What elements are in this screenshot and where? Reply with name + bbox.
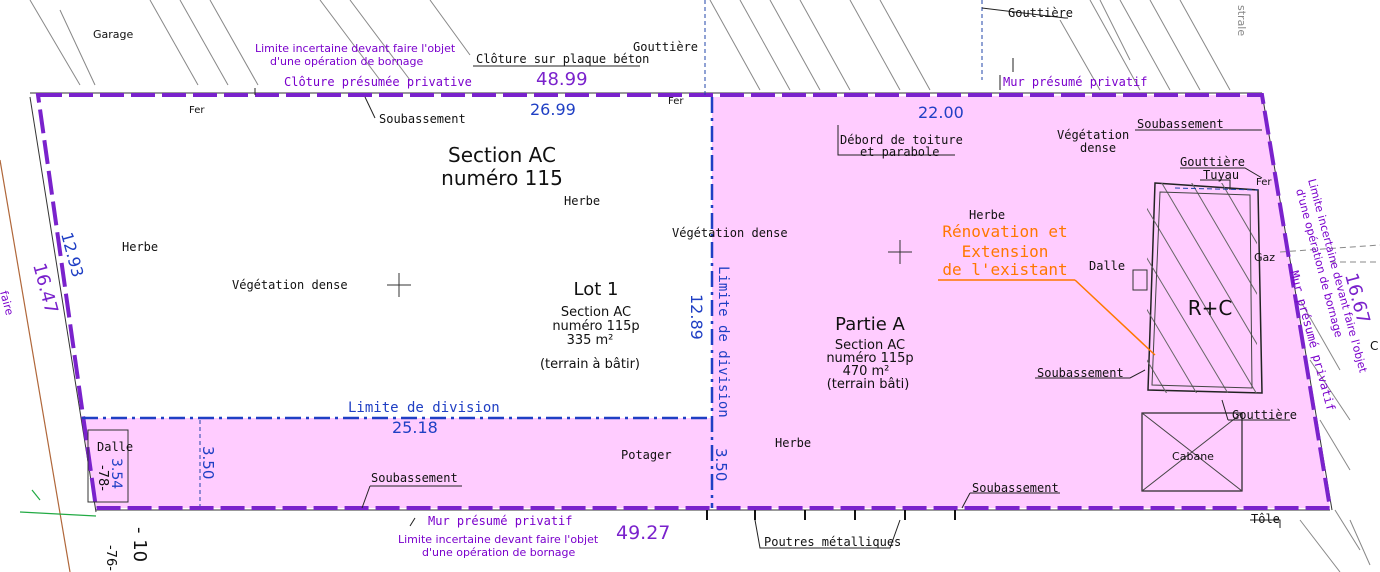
tuyau: Tuyau (1203, 168, 1239, 182)
code-78: -78- (95, 465, 110, 491)
limite-division-horizontal: Limite de division (348, 400, 500, 416)
renovation-3: de l'existant (942, 260, 1067, 279)
vegetation-right-1: Végétation (1057, 128, 1129, 142)
point-markers (387, 240, 912, 297)
survey-marker (19, 489, 97, 517)
dalle-left: Dalle (97, 440, 133, 454)
soubassement-bottom-right: Soubassement (972, 481, 1059, 495)
tole: Tôle (1251, 512, 1280, 526)
lot1-area (38, 97, 712, 418)
lot1-numero: numéro 115p (552, 319, 639, 334)
vegetation-left: Végétation dense (232, 278, 348, 292)
dim-49-27: 49.27 (616, 522, 670, 544)
partial-faire: faire (0, 289, 16, 316)
garage-label: Garage (93, 28, 134, 41)
partial-c: C (1370, 339, 1378, 353)
herbe-4: Herbe (775, 436, 811, 450)
partie-a-area (712, 95, 1330, 508)
dim-minus-10: - 10 (129, 527, 150, 562)
potager: Potager (621, 448, 672, 462)
fer-3: Fer (1256, 177, 1272, 188)
dim-3-50-left: 3.50 (199, 446, 217, 479)
limite-bottom-1: Limite incertaine devant faire l'objet (398, 533, 599, 546)
cabane-label: Cabane (1172, 450, 1214, 463)
code-76: -76- (103, 545, 118, 571)
lot1-type: (terrain à bâtir) (540, 357, 640, 372)
section-ac-title: Section AC (448, 143, 556, 167)
partial-top-right: strale (1235, 5, 1248, 36)
building-rc (1132, 182, 1263, 394)
parcel-boundary (35, 93, 1333, 510)
dalle-block (87, 429, 129, 503)
soubassement-right: Soubassement (1037, 366, 1124, 380)
partie-a-numero: numéro 115p (826, 351, 913, 366)
dim-48-99: 48.99 (536, 69, 588, 90)
road-edge (0, 159, 71, 572)
limite-division-vertical: Limite de division (715, 266, 731, 418)
right-grey-lines (1279, 244, 1380, 263)
cabane-shed (1141, 412, 1243, 492)
fer-1: Fer (189, 105, 205, 116)
rc-label: R+C (1188, 296, 1233, 320)
dim-22-00: 22.00 (918, 103, 964, 122)
dim-3-50-right: 3.50 (712, 448, 730, 481)
neighbor-hatching (29, 0, 1371, 572)
poutres: Poutres métalliques (764, 535, 901, 549)
soubassement-bottom-left: Soubassement (371, 471, 458, 485)
debord-2: et parabole (860, 145, 939, 159)
strip-dim-lines (199, 0, 983, 506)
dim-26-99: 26.99 (530, 100, 576, 119)
lot1-title: Lot 1 (574, 279, 619, 300)
limite-top-2: d'une opération de bornage (270, 55, 424, 68)
herbe-2: Herbe (122, 240, 158, 254)
gouttiere-top-right: Gouttière (1008, 6, 1073, 20)
debord-1: Débord de toiture (840, 133, 963, 147)
herbe-1: Herbe (564, 194, 600, 208)
limite-top-1: Limite incertaine devant faire l'objet (255, 42, 456, 55)
partie-a-area: 470 m² (843, 364, 890, 379)
soubassement-top-right: Soubassement (1137, 117, 1224, 131)
cloture-beton: Clôture sur plaque béton (476, 52, 649, 66)
lot1-section: Section AC (561, 305, 631, 320)
gouttiere-top-left: Gouttière (633, 40, 698, 54)
mur-privatif-top: Mur présumé privatif (1003, 75, 1148, 89)
limite-bottom-2: d'une opération de bornage (422, 546, 576, 559)
gouttiere-right: Gouttière (1180, 155, 1245, 169)
renovation-2: Extension (962, 242, 1049, 261)
partie-a-section: Section AC (835, 338, 905, 353)
dim-12-89: 12.89 (687, 294, 706, 340)
dalle-right: Dalle (1089, 259, 1125, 273)
lot1-area: 335 m² (567, 333, 614, 348)
cloture-privative: Clôture présumée privative (284, 75, 472, 89)
beam-ticks (706, 510, 956, 520)
partie-a-title: Partie A (835, 314, 905, 335)
gouttiere-bottom-right: Gouttière (1232, 408, 1297, 422)
dim-3-54: 3.54 (108, 458, 124, 489)
bottom-strip-area (82, 418, 712, 508)
vegetation-right-2: dense (1080, 141, 1116, 155)
mur-privatif-bottom: Mur présumé privatif (428, 514, 573, 528)
renovation-leader-diag (1074, 279, 1156, 356)
numero-115-title: numéro 115 (441, 166, 563, 190)
partie-a-type: (terrain bâti) (827, 377, 910, 392)
fer-2: Fer (668, 96, 684, 107)
herbe-3: Herbe (969, 208, 1005, 222)
soubassement-top-left: Soubassement (379, 112, 466, 126)
leader-lines (254, 7, 1290, 549)
dim-16-47: 16.47 (28, 261, 62, 316)
division-lines (82, 97, 714, 508)
dim-25-18: 25.18 (392, 418, 438, 437)
vegetation-mid: Végétation dense (672, 226, 788, 240)
renovation-1: Rénovation et (942, 222, 1067, 241)
gaz: Gaz (1254, 251, 1275, 264)
